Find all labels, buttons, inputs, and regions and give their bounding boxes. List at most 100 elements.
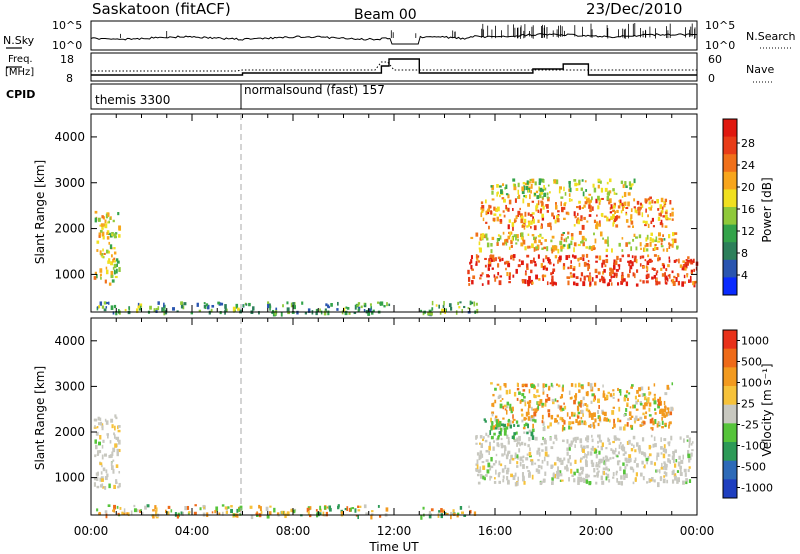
echo-point: [620, 180, 624, 184]
echo-point: [101, 464, 103, 468]
echo-point: [519, 461, 522, 467]
echo-point: [672, 239, 675, 245]
echo-point: [539, 208, 543, 212]
echo-point: [113, 484, 116, 490]
echo-point: [541, 216, 545, 221]
echo-point: [545, 204, 548, 207]
echo-point: [573, 412, 576, 416]
echo-point: [666, 479, 669, 484]
echo-point: [569, 416, 571, 420]
echo-point: [359, 505, 362, 508]
echo-point: [568, 454, 571, 460]
echo-point: [96, 508, 99, 512]
echo-point: [595, 255, 599, 259]
echo-point: [688, 259, 692, 264]
echo-point: [107, 434, 109, 439]
echo-point: [104, 279, 107, 284]
echo-point: [605, 476, 608, 481]
echo-point: [628, 417, 632, 420]
echo-point: [661, 462, 663, 468]
echo-point: [115, 235, 118, 239]
echo-point: [629, 187, 633, 190]
echo-point: [595, 221, 599, 226]
echo-point: [547, 397, 551, 401]
echo-point: [106, 473, 109, 478]
echo-point: [282, 304, 284, 308]
echo-point: [633, 444, 635, 449]
echo-point: [647, 259, 651, 263]
echo-point: [625, 213, 628, 216]
echo-point: [504, 465, 507, 470]
echo-point: [422, 506, 425, 510]
echo-point: [631, 255, 634, 259]
echo-point: [467, 269, 470, 275]
echo-point: [323, 506, 327, 510]
echo-point: [268, 303, 271, 306]
echo-point: [664, 275, 668, 281]
echo-point: [551, 384, 554, 388]
echo-point: [529, 178, 532, 182]
echo-point: [668, 256, 671, 260]
echo-point: [558, 470, 562, 474]
echo-point: [469, 261, 472, 265]
echo-point: [519, 213, 523, 218]
echo-point: [531, 435, 535, 440]
colorbar-swatch: [723, 460, 737, 480]
echo-point: [570, 260, 572, 264]
echo-point: [504, 261, 507, 265]
echo-point: [528, 389, 531, 394]
echo-point: [492, 440, 496, 443]
echo-point: [496, 238, 499, 243]
echo-point: [588, 425, 591, 428]
echo-point: [626, 397, 629, 402]
echo-point: [555, 179, 559, 185]
echo-point: [606, 473, 610, 479]
echo-point: [593, 395, 596, 401]
echo-point: [491, 254, 495, 260]
echo-point: [527, 212, 530, 216]
echo-point: [530, 220, 533, 225]
echo-point: [515, 235, 517, 241]
echo-point: [619, 426, 622, 431]
echo-point: [325, 303, 328, 307]
echo-point: [547, 258, 551, 264]
echo-point: [364, 303, 367, 306]
echo-point: [567, 212, 570, 216]
echo-point: [237, 307, 240, 311]
echo-point: [104, 476, 108, 481]
echo-point: [646, 266, 649, 271]
colorbar-swatch: [723, 348, 737, 368]
y-tick-label: 4000: [54, 130, 85, 144]
echo-point: [502, 210, 505, 213]
echo-point: [595, 198, 598, 204]
echo-point: [217, 301, 220, 305]
echo-point: [555, 383, 559, 386]
echo-point: [540, 465, 543, 470]
echo-point: [486, 237, 489, 241]
echo-point: [568, 198, 571, 202]
echo-point: [605, 447, 608, 450]
echo-point: [668, 424, 670, 429]
colorbar-tick-label: -25: [741, 419, 759, 432]
echo-point: [113, 257, 116, 260]
echo-point: [526, 411, 530, 416]
echo-point: [633, 178, 636, 184]
echo-point: [605, 466, 608, 470]
echo-point: [674, 232, 678, 235]
echo-point: [155, 509, 157, 513]
echo-point: [607, 391, 611, 394]
echo-point: [538, 451, 541, 457]
echo-point: [98, 512, 102, 516]
colorbar-tick-label: 100: [741, 377, 762, 390]
echo-point: [550, 446, 554, 450]
echo-point: [509, 424, 512, 429]
echo-point: [656, 455, 658, 461]
echo-point: [653, 254, 657, 257]
echo-point: [608, 438, 611, 442]
echo-point: [646, 481, 649, 484]
echo-point: [496, 216, 499, 222]
echo-point: [323, 310, 327, 316]
echo-point: [152, 509, 155, 512]
echo-point: [343, 307, 346, 312]
